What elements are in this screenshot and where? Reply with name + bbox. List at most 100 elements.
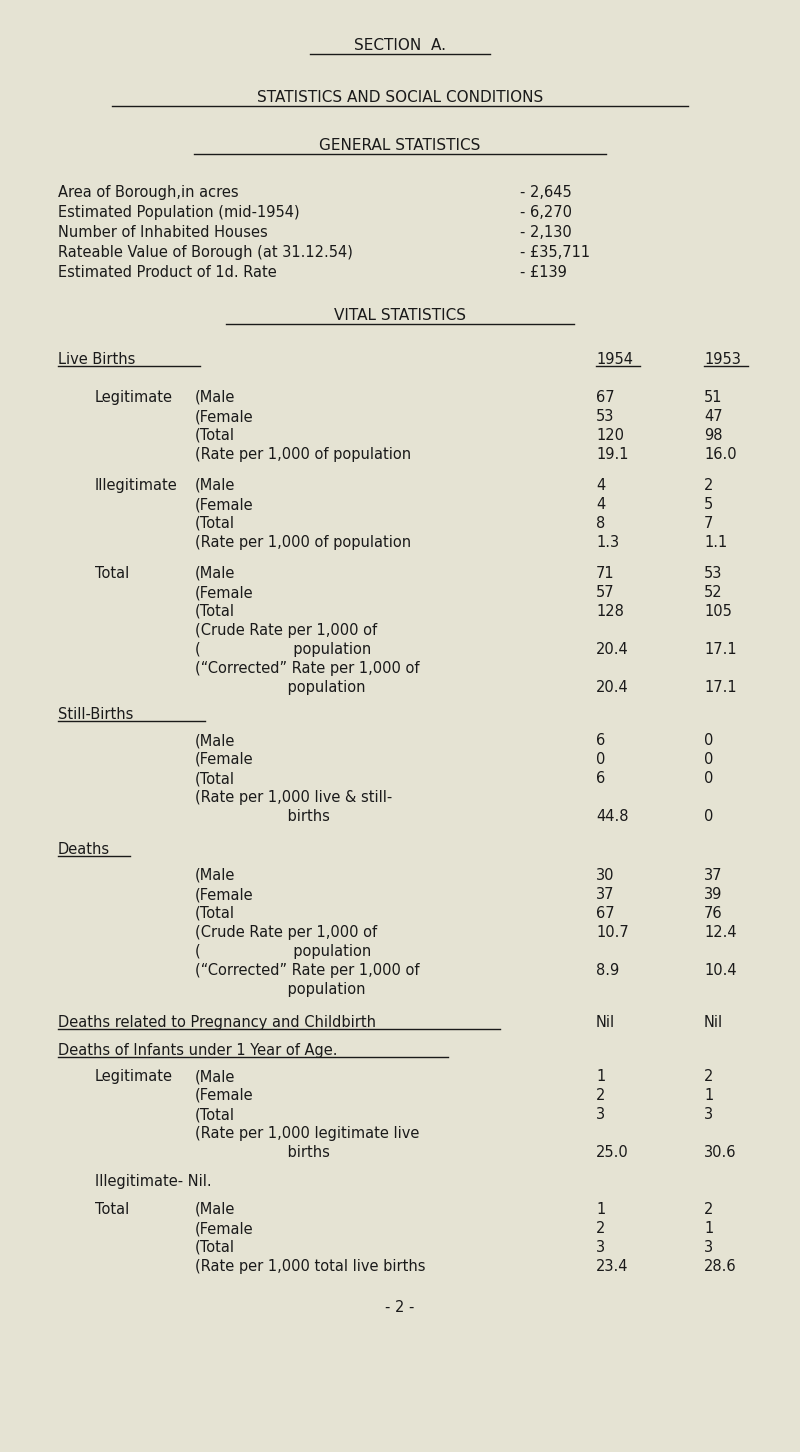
Text: (Total: (Total xyxy=(195,428,235,443)
Text: STATISTICS AND SOCIAL CONDITIONS: STATISTICS AND SOCIAL CONDITIONS xyxy=(257,90,543,105)
Text: (Male: (Male xyxy=(195,1069,235,1085)
Text: - 2 -: - 2 - xyxy=(386,1300,414,1316)
Text: Estimated Population (mid-1954): Estimated Population (mid-1954) xyxy=(58,205,300,221)
Text: (Total: (Total xyxy=(195,604,235,619)
Text: 28.6: 28.6 xyxy=(704,1259,737,1273)
Text: 1: 1 xyxy=(704,1221,714,1236)
Text: 4: 4 xyxy=(596,478,606,494)
Text: 71: 71 xyxy=(596,566,614,581)
Text: (                    population: ( population xyxy=(195,944,371,958)
Text: Deaths: Deaths xyxy=(58,842,110,857)
Text: VITAL STATISTICS: VITAL STATISTICS xyxy=(334,308,466,322)
Text: 3: 3 xyxy=(704,1106,713,1122)
Text: 30: 30 xyxy=(596,868,614,883)
Text: 20.4: 20.4 xyxy=(596,680,629,696)
Text: Live Births: Live Births xyxy=(58,351,135,367)
Text: GENERAL STATISTICS: GENERAL STATISTICS xyxy=(319,138,481,152)
Text: 128: 128 xyxy=(596,604,624,619)
Text: Illegitimate- Nil.: Illegitimate- Nil. xyxy=(95,1175,212,1189)
Text: 0: 0 xyxy=(704,809,714,823)
Text: (Total: (Total xyxy=(195,771,235,786)
Text: 20.4: 20.4 xyxy=(596,642,629,656)
Text: (Total: (Total xyxy=(195,1240,235,1255)
Text: Number of Inhabited Houses: Number of Inhabited Houses xyxy=(58,225,268,240)
Text: 8: 8 xyxy=(596,515,606,531)
Text: Still-Births: Still-Births xyxy=(58,707,134,722)
Text: 23.4: 23.4 xyxy=(596,1259,629,1273)
Text: - 2,645: - 2,645 xyxy=(520,184,572,200)
Text: 1: 1 xyxy=(596,1069,606,1085)
Text: (Total: (Total xyxy=(195,906,235,921)
Text: (Rate per 1,000 live & still-: (Rate per 1,000 live & still- xyxy=(195,790,392,804)
Text: - 2,130: - 2,130 xyxy=(520,225,572,240)
Text: 10.4: 10.4 xyxy=(704,963,737,979)
Text: births: births xyxy=(195,1146,330,1160)
Text: 19.1: 19.1 xyxy=(596,447,629,462)
Text: 53: 53 xyxy=(596,409,614,424)
Text: population: population xyxy=(195,680,366,696)
Text: 1: 1 xyxy=(704,1088,714,1104)
Text: 5: 5 xyxy=(704,497,714,513)
Text: Legitimate: Legitimate xyxy=(95,391,173,405)
Text: (Total: (Total xyxy=(195,1106,235,1122)
Text: 0: 0 xyxy=(704,771,714,786)
Text: 98: 98 xyxy=(704,428,722,443)
Text: 120: 120 xyxy=(596,428,624,443)
Text: - £139: - £139 xyxy=(520,266,567,280)
Text: 67: 67 xyxy=(596,906,614,921)
Text: 30.6: 30.6 xyxy=(704,1146,737,1160)
Text: (Female: (Female xyxy=(195,1088,254,1104)
Text: 3: 3 xyxy=(596,1240,605,1255)
Text: 3: 3 xyxy=(596,1106,605,1122)
Text: 1.3: 1.3 xyxy=(596,534,619,550)
Text: (Male: (Male xyxy=(195,1202,235,1217)
Text: 6: 6 xyxy=(596,733,606,748)
Text: 2: 2 xyxy=(596,1221,606,1236)
Text: 25.0: 25.0 xyxy=(596,1146,629,1160)
Text: 0: 0 xyxy=(704,752,714,767)
Text: (Crude Rate per 1,000 of: (Crude Rate per 1,000 of xyxy=(195,925,377,939)
Text: 2: 2 xyxy=(704,478,714,494)
Text: (Female: (Female xyxy=(195,1221,254,1236)
Text: (Female: (Female xyxy=(195,585,254,600)
Text: 76: 76 xyxy=(704,906,722,921)
Text: 10.7: 10.7 xyxy=(596,925,629,939)
Text: 105: 105 xyxy=(704,604,732,619)
Text: population: population xyxy=(195,982,366,998)
Text: (“Corrected” Rate per 1,000 of: (“Corrected” Rate per 1,000 of xyxy=(195,661,419,677)
Text: Total: Total xyxy=(95,1202,130,1217)
Text: 37: 37 xyxy=(704,868,722,883)
Text: 39: 39 xyxy=(704,887,722,902)
Text: (Male: (Male xyxy=(195,391,235,405)
Text: (                    population: ( population xyxy=(195,642,371,656)
Text: 1.1: 1.1 xyxy=(704,534,727,550)
Text: Estimated Product of 1d. Rate: Estimated Product of 1d. Rate xyxy=(58,266,277,280)
Text: 0: 0 xyxy=(704,733,714,748)
Text: 1953: 1953 xyxy=(704,351,741,367)
Text: (Rate per 1,000 of population: (Rate per 1,000 of population xyxy=(195,447,411,462)
Text: 8.9: 8.9 xyxy=(596,963,619,979)
Text: 52: 52 xyxy=(704,585,722,600)
Text: 53: 53 xyxy=(704,566,722,581)
Text: Deaths of Infants under 1 Year of Age.: Deaths of Infants under 1 Year of Age. xyxy=(58,1043,338,1059)
Text: (Female: (Female xyxy=(195,497,254,513)
Text: (Male: (Male xyxy=(195,868,235,883)
Text: 0: 0 xyxy=(596,752,606,767)
Text: Rateable Value of Borough (at 31.12.54): Rateable Value of Borough (at 31.12.54) xyxy=(58,245,353,260)
Text: 2: 2 xyxy=(704,1202,714,1217)
Text: (Rate per 1,000 of population: (Rate per 1,000 of population xyxy=(195,534,411,550)
Text: (Male: (Male xyxy=(195,478,235,494)
Text: - £35,711: - £35,711 xyxy=(520,245,590,260)
Text: (Total: (Total xyxy=(195,515,235,531)
Text: 2: 2 xyxy=(596,1088,606,1104)
Text: 17.1: 17.1 xyxy=(704,642,737,656)
Text: 51: 51 xyxy=(704,391,722,405)
Text: 57: 57 xyxy=(596,585,614,600)
Text: (Female: (Female xyxy=(195,887,254,902)
Text: Nil: Nil xyxy=(704,1015,723,1029)
Text: (Male: (Male xyxy=(195,566,235,581)
Text: (Male: (Male xyxy=(195,733,235,748)
Text: 16.0: 16.0 xyxy=(704,447,737,462)
Text: Legitimate: Legitimate xyxy=(95,1069,173,1085)
Text: (Female: (Female xyxy=(195,752,254,767)
